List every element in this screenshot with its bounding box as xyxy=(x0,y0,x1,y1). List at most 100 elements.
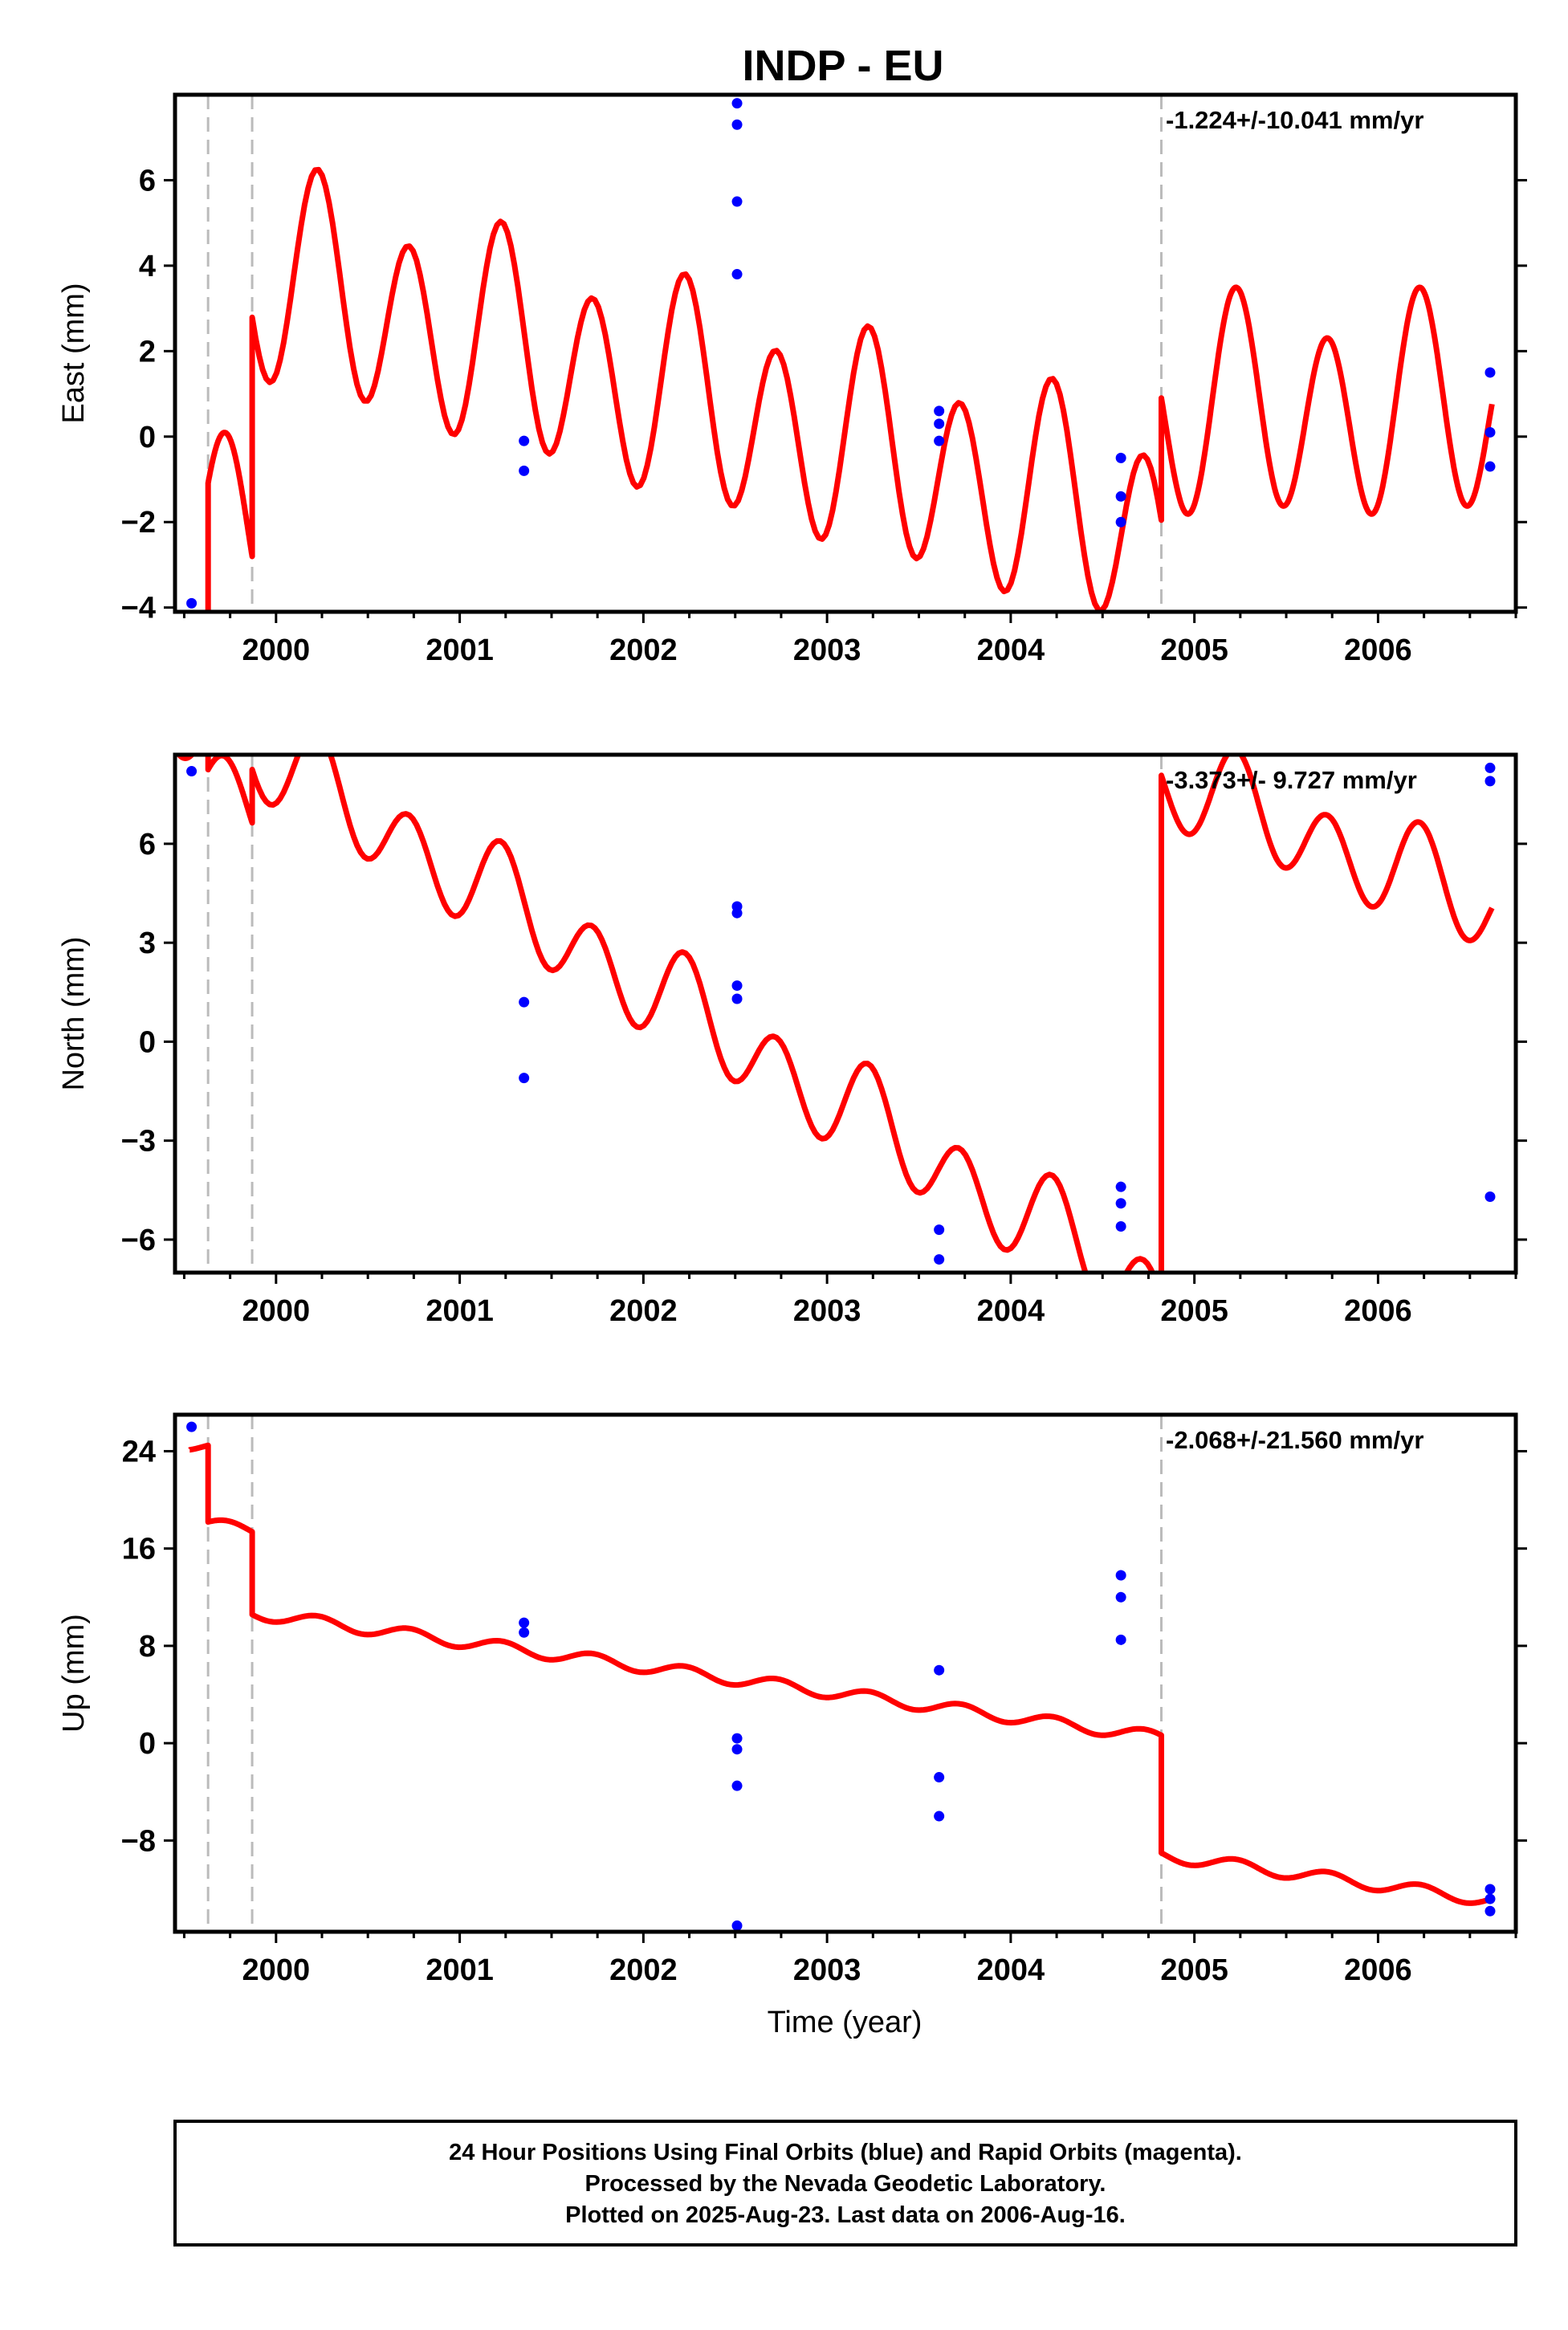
footer-box: 24 Hour Positions Using Final Orbits (bl… xyxy=(173,2120,1517,2246)
up-point-2 xyxy=(519,1617,530,1628)
east-y-tick-label: 4 xyxy=(139,250,156,283)
east-y-tick-label: 0 xyxy=(139,421,156,454)
up-point-4 xyxy=(731,1733,743,1744)
north-y-tick-label: 0 xyxy=(139,1025,156,1059)
up-point-12 xyxy=(1115,1591,1126,1603)
east-point-12 xyxy=(1115,491,1126,502)
east-point-1 xyxy=(186,597,198,609)
east-point-9 xyxy=(934,418,945,430)
north-y-tick-label: 3 xyxy=(139,927,156,960)
east-point-7 xyxy=(731,269,743,280)
east-point-16 xyxy=(1485,461,1496,472)
east-point-4 xyxy=(731,98,743,109)
north-point-6 xyxy=(731,980,743,992)
north-point-12 xyxy=(1115,1220,1126,1232)
up-point-1 xyxy=(186,1421,198,1432)
east-panel: 2000 2001 2002 2003 2004 2005 2006 −4 −2 0 2 4 6 East… xyxy=(57,92,1527,667)
east-model-line xyxy=(205,166,1495,612)
x-tick-label-2004: 2004 xyxy=(977,1294,1045,1328)
east-point-13 xyxy=(1115,516,1126,528)
up-point-14 xyxy=(1485,1884,1496,1895)
up-point-7 xyxy=(731,1920,743,1931)
east-rate-label: -1.224+/-10.041 mm/yr xyxy=(1166,106,1423,134)
north-y-tick-label: −6 xyxy=(121,1224,156,1257)
x-tick-label-2005: 2005 xyxy=(1160,1294,1228,1328)
x-tick-label-2001: 2001 xyxy=(426,633,494,667)
up-panel: 2000 2001 2002 2003 2004 2005 2006 −8 0 8 16 24 Up (… xyxy=(57,1412,1527,1987)
footer-line-1: 24 Hour Positions Using Final Orbits (bl… xyxy=(449,2140,1242,2165)
up-y-axis-label: Up (mm) xyxy=(57,1614,91,1733)
x-tick-label-2001: 2001 xyxy=(426,1294,494,1328)
east-point-15 xyxy=(1485,426,1496,438)
up-y-tick-label: 24 xyxy=(122,1435,156,1468)
north-point-13 xyxy=(1485,762,1496,773)
up-point-13 xyxy=(1115,1634,1126,1645)
north-point-10 xyxy=(1115,1181,1126,1192)
up-point-9 xyxy=(934,1772,945,1783)
x-tick-label-2000: 2000 xyxy=(242,633,311,667)
east-y-tick-label: 6 xyxy=(139,164,156,198)
x-tick-label-2006: 2006 xyxy=(1344,1294,1412,1328)
x-tick-label-2002: 2002 xyxy=(609,1294,678,1328)
x-tick-label-2004: 2004 xyxy=(977,633,1045,667)
up-y-tick-label: 8 xyxy=(139,1630,156,1664)
x-tick-label-2002: 2002 xyxy=(609,633,678,667)
up-point-10 xyxy=(934,1811,945,1822)
north-point-11 xyxy=(1115,1198,1126,1209)
east-y-tick-label: −4 xyxy=(121,592,156,625)
east-point-14 xyxy=(1485,367,1496,378)
x-tick-label-2004: 2004 xyxy=(977,1953,1045,1987)
north-point-7 xyxy=(731,993,743,1004)
x-tick-label-2005: 2005 xyxy=(1160,1953,1228,1987)
up-rate-label: -2.068+/-21.560 mm/yr xyxy=(1166,1426,1423,1454)
footer-line-2: Processed by the Nevada Geodetic Laborat… xyxy=(585,2171,1106,2197)
footer-line-3: Plotted on 2025-Aug-23. Last data on 200… xyxy=(565,2202,1126,2228)
up-y-tick-label: −8 xyxy=(121,1824,156,1858)
north-y-axis-label: North (mm) xyxy=(57,936,91,1090)
east-y-axis-label: East (mm) xyxy=(57,283,91,423)
x-tick-label-2000: 2000 xyxy=(242,1953,311,1987)
x-tick-label-2006: 2006 xyxy=(1344,633,1412,667)
up-point-8 xyxy=(934,1664,945,1676)
x-tick-label-2000: 2000 xyxy=(242,1294,311,1328)
north-y-tick-label: 6 xyxy=(139,828,156,862)
up-point-11 xyxy=(1115,1570,1126,1581)
north-point-9 xyxy=(934,1254,945,1265)
east-point-3 xyxy=(519,465,530,476)
chart-title: INDP - EU xyxy=(742,42,943,90)
east-point-8 xyxy=(934,405,945,417)
north-point-1 xyxy=(186,766,198,777)
x-axis-label: Time (year) xyxy=(768,2006,922,2039)
east-point-6 xyxy=(731,196,743,207)
east-point-10 xyxy=(934,435,945,446)
x-tick-label-2002: 2002 xyxy=(609,1953,678,1987)
up-y-tick-label: 16 xyxy=(122,1533,156,1566)
up-point-16 xyxy=(1485,1905,1496,1917)
up-point-15 xyxy=(1485,1893,1496,1904)
east-frame xyxy=(173,92,1518,614)
up-point-5 xyxy=(731,1744,743,1755)
x-tick-label-2005: 2005 xyxy=(1160,633,1228,667)
north-point-8 xyxy=(934,1224,945,1236)
up-model-line xyxy=(186,1442,1494,1906)
up-frame xyxy=(173,1412,1518,1934)
x-tick-label-2001: 2001 xyxy=(426,1953,494,1987)
north-panel: 2000 2001 2002 2003 2004 2005 2006 −6 −3 0 3 6 North… xyxy=(57,752,1527,1328)
north-point-3 xyxy=(519,1073,530,1084)
north-point-2 xyxy=(519,996,530,1008)
north-rate-label: -3.373+/- 9.727 mm/yr xyxy=(1166,766,1417,794)
east-point-11 xyxy=(1115,452,1126,463)
x-tick-label-2003: 2003 xyxy=(793,1294,861,1328)
north-model-line xyxy=(175,755,1495,1273)
north-frame xyxy=(173,752,1518,1275)
up-point-6 xyxy=(731,1780,743,1791)
x-tick-label-2003: 2003 xyxy=(793,1953,861,1987)
east-point-2 xyxy=(519,435,530,446)
up-point-3 xyxy=(519,1627,530,1638)
north-point-5 xyxy=(731,907,743,919)
east-y-tick-label: 2 xyxy=(139,335,156,369)
x-tick-label-2006: 2006 xyxy=(1344,1953,1412,1987)
x-tick-label-2003: 2003 xyxy=(793,633,861,667)
east-y-tick-label: −2 xyxy=(121,506,156,540)
